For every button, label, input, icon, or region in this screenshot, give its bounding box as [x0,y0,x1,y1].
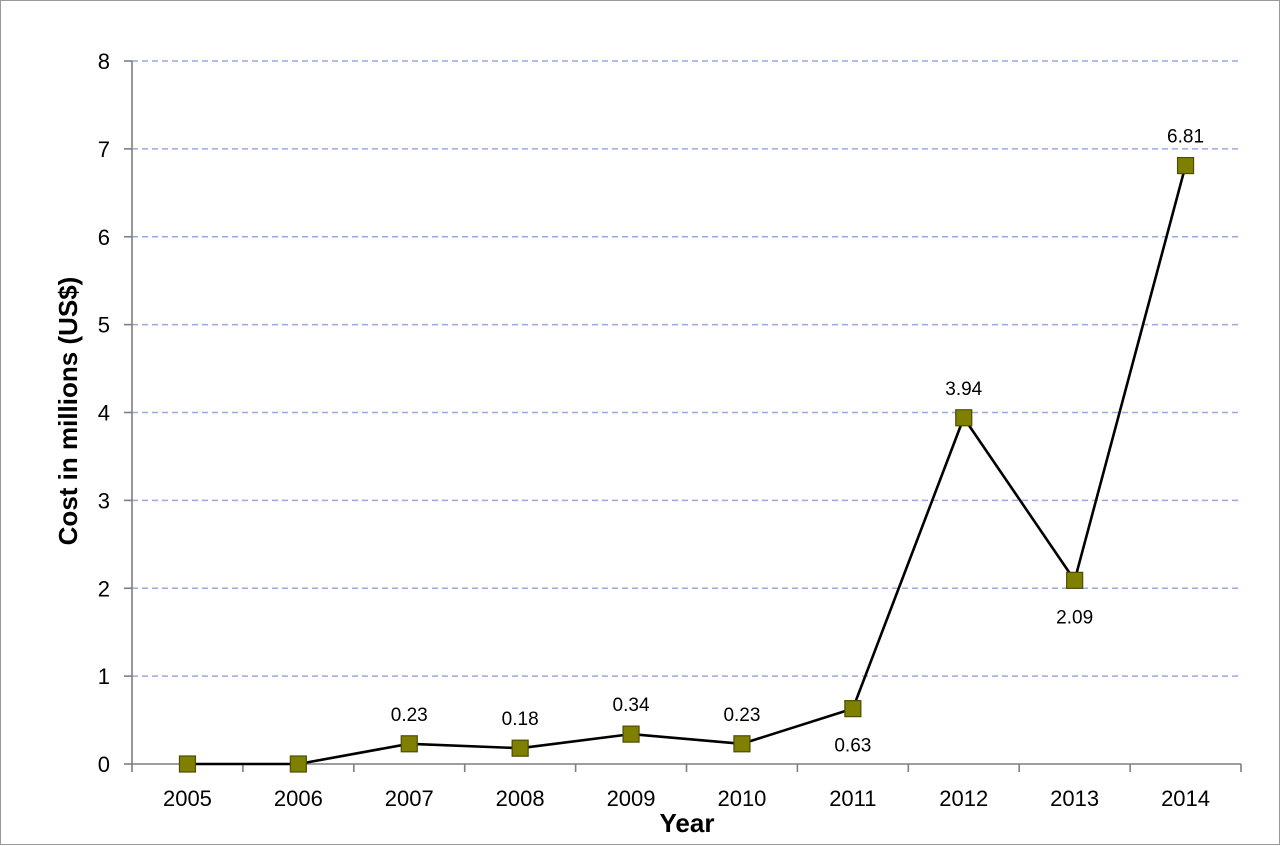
x-tick-label-2007: 2007 [385,786,434,811]
marker-2005 [178,755,197,773]
y-tick-label-8: 8 [98,49,110,74]
x-tick-label-2006: 2006 [274,786,323,811]
data-label-2008: 0.18 [502,709,539,730]
y-tick-label-7: 7 [98,137,110,162]
series-cost [178,156,1195,773]
y-tick-label-2: 2 [98,576,110,601]
y-tick-label-1: 1 [98,664,110,689]
y-tick-label-0: 0 [98,752,110,777]
marker-2010 [733,735,751,753]
gridlines [132,60,1241,677]
x-tick-label-2011: 2011 [829,786,876,811]
x-tick-label-2012: 2012 [939,786,988,811]
data-label-2012: 3.94 [945,379,982,400]
y-tick-label-3: 3 [98,488,110,513]
marker-2011 [844,700,862,718]
data-label-2013: 2.09 [1056,607,1093,628]
x-tick-label-2013: 2013 [1050,786,1099,811]
data-label-2007: 0.23 [391,705,428,726]
marker-2009 [622,725,640,743]
data-label-2011: 0.63 [834,736,871,757]
x-tick-label-2014: 2014 [1161,786,1210,811]
y-tick-label-5: 5 [98,313,110,338]
data-label-2010: 0.23 [723,705,760,726]
marker-2006 [289,755,307,773]
marker-2007 [400,735,418,753]
x-tick-label-2010: 2010 [717,786,766,811]
axes: 0 1 2 3 4 5 6 7 8 2005 2006 2007 2008 2009 2010 2011 201… [98,49,1242,811]
marker-2008 [511,739,529,757]
data-label-2009: 0.34 [613,695,650,716]
series-line [187,165,1187,766]
marker-2014 [1176,156,1195,175]
data-labels: 0.23 0.18 0.34 0.23 0.63 3.94 2.09 6.81 [391,127,1204,757]
y-axis-title: Cost in millions (US$) [53,277,83,546]
x-tick-label-2008: 2008 [496,786,545,811]
y-tick-label-4: 4 [98,401,110,426]
x-tick-label-2009: 2009 [607,786,656,811]
x-axis-title: Year [660,808,715,838]
marker-2013 [1066,571,1084,589]
x-tick-label-2005: 2005 [163,786,212,811]
marker-2012 [955,409,973,427]
y-tick-label-6: 6 [98,225,110,250]
data-label-2014: 6.81 [1167,127,1204,148]
